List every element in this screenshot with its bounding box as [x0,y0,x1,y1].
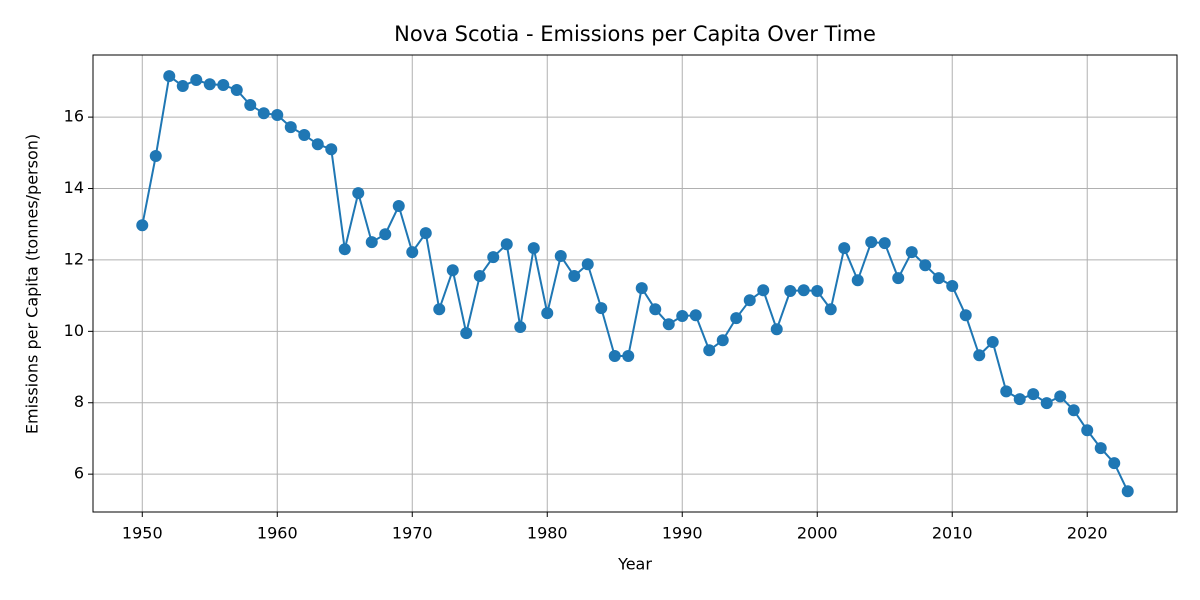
marker [1121,485,1134,498]
marker [824,303,837,316]
marker [622,349,635,362]
marker [163,70,176,83]
marker [676,309,689,322]
marker [743,294,756,307]
marker [730,312,743,325]
marker [541,307,554,320]
marker [460,327,473,340]
marker [608,349,621,362]
y-tick-label: 16 [64,107,84,126]
marker [1108,457,1121,470]
marker [905,246,918,259]
marker [257,107,270,120]
chart-title: Nova Scotia - Emissions per Capita Over … [394,22,876,46]
marker [689,309,702,322]
line [141,74,1129,492]
marker [473,270,486,283]
marker [149,150,162,163]
y-tick-label: 6 [74,464,84,483]
marker [797,284,810,297]
marker [581,258,594,271]
marker [230,83,243,96]
marker [892,272,905,285]
marker [446,264,459,277]
marker [419,227,432,240]
marker [865,236,878,249]
marker [298,128,311,141]
marker [1094,442,1107,455]
marker [595,302,608,315]
marker [932,272,945,285]
marker [703,344,716,357]
x-tick-label: 1980 [527,524,568,543]
marker [568,270,581,283]
marker [217,78,230,91]
marker [838,242,851,255]
marker [136,219,149,232]
x-tick-label: 2010 [932,524,973,543]
marker [406,246,419,259]
marker [514,321,527,334]
marker [284,121,297,134]
plot-frame [92,54,1178,513]
marker [1054,390,1067,403]
marker [365,236,378,249]
marker [554,250,567,263]
marker [244,98,257,111]
marker [770,323,783,336]
marker [1013,393,1026,406]
marker [878,237,891,250]
y-tick-label: 12 [64,249,84,268]
marker [271,108,284,121]
marker [959,309,972,322]
marker [392,200,405,213]
marker [311,138,324,151]
marker [973,349,986,362]
x-tick-label: 1950 [122,524,163,543]
marker [1081,424,1094,437]
marker [433,303,446,316]
x-tick-label: 1960 [257,524,298,543]
marker [1000,385,1013,398]
marker [757,284,770,297]
marker [649,303,662,316]
marker [1040,397,1053,410]
marker [527,242,540,255]
y-tick-label: 10 [64,321,84,340]
x-tick-label: 1990 [662,524,703,543]
marker [1027,388,1040,401]
marker [811,284,824,297]
marker [716,334,729,347]
marker [379,228,392,241]
y-tick-label: 14 [64,178,84,197]
marker [635,282,648,295]
marker [352,187,365,200]
x-tick-label: 2020 [1067,524,1108,543]
marker [190,73,203,86]
marker [919,259,932,272]
x-tick-label: 1970 [392,524,433,543]
marker [986,336,999,349]
marker [946,279,959,292]
marker [487,251,500,264]
y-tick-label: 8 [74,392,84,411]
marker [784,284,797,297]
marker [662,318,675,331]
marker [338,243,351,256]
x-axis-label: Year [617,555,652,574]
marker [325,143,338,156]
marker [203,78,216,91]
marker [851,274,864,287]
marker [1067,404,1080,417]
x-tick-label: 2000 [797,524,838,543]
y-axis-label: Emissions per Capita (tonnes/person) [23,134,42,434]
marker [500,238,513,251]
marker [176,80,189,93]
